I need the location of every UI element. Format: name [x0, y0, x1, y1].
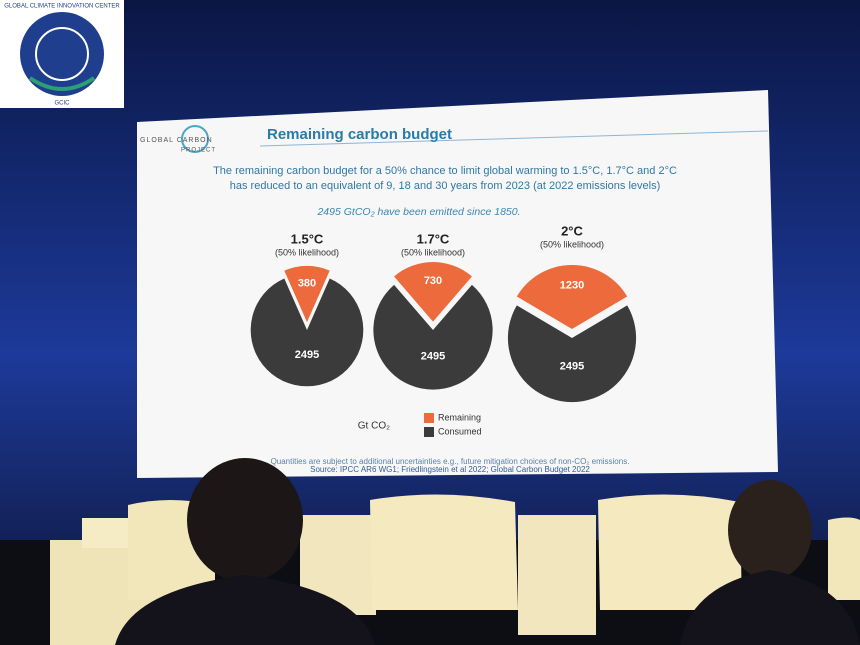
pie-slice [284, 265, 330, 323]
table [518, 515, 596, 635]
legend-swatch [424, 427, 434, 437]
pie-title: 1.7°C [417, 231, 450, 246]
pie-title: 1.5°C [291, 231, 324, 246]
audience-body [115, 575, 375, 645]
pie-subtitle: (50% likelihood) [275, 247, 339, 257]
pie-subtitle: (50% likelihood) [540, 239, 604, 249]
pie-slice [516, 264, 628, 330]
data-label: 380 [298, 278, 316, 290]
pie-slice [250, 278, 364, 387]
legend-label: Remaining [438, 412, 481, 422]
slide-title: Remaining carbon budget [267, 126, 452, 143]
legend-title: Gt CO₂ [358, 421, 390, 432]
audience-head [187, 458, 303, 582]
data-label: 2495 [421, 351, 445, 363]
logo-ring-text: GLOBAL CLIMATE INNOVATION CENTER [4, 4, 120, 10]
data-label: 2495 [560, 361, 584, 373]
logo-wave [28, 76, 96, 91]
logo-emblem [20, 12, 104, 96]
source: Source: IPCC AR6 WG1; Friedlingstein et … [310, 465, 590, 474]
pie-slice [373, 284, 493, 390]
armchair [598, 494, 742, 610]
description: has reduced to an equivalent of 9, 18 an… [230, 180, 660, 192]
emitted-note: 2495 GtCO₂ have been emitted since 1850. [316, 206, 520, 218]
audience-body [680, 570, 860, 645]
data-label: 730 [424, 275, 442, 287]
pie-slice [394, 262, 472, 322]
brand-line: GLOBAL CARBON [140, 137, 213, 144]
audience-head [728, 480, 812, 580]
pie-subtitle: (50% likelihood) [401, 247, 465, 257]
pie-slice [507, 305, 637, 403]
description: The remaining carbon budget for a 50% ch… [213, 165, 677, 177]
data-label: 1230 [560, 279, 584, 291]
armchair [828, 517, 860, 600]
legend-swatch [424, 413, 434, 423]
logo-globe [35, 27, 89, 81]
armchair [370, 494, 518, 610]
brand-ring [181, 125, 209, 153]
footnote: Quantities are subject to additional unc… [271, 457, 630, 466]
legend-label: Consumed [438, 426, 482, 436]
title-rule [259, 130, 769, 147]
brand-line: PROJECT [181, 148, 216, 154]
data-label: 2495 [295, 349, 319, 361]
logo-short: GCIC [55, 101, 71, 107]
pie-title: 2°C [561, 223, 583, 238]
